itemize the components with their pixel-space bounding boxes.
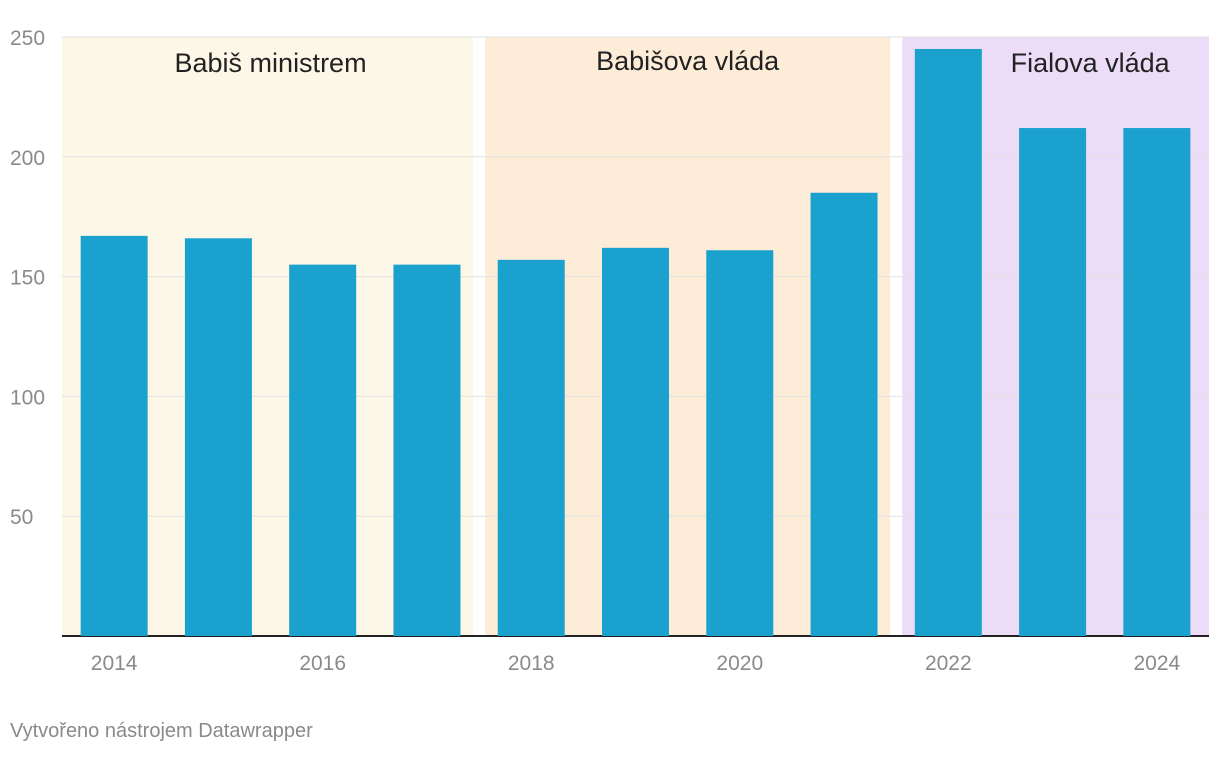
bar-2015 [184, 238, 252, 637]
labels: 50 100 150 200 250 2014 2016 2018 2020 2022 2024 Ba… [10, 27, 1181, 675]
bar-2024 [1123, 128, 1191, 636]
x-tick-label: 2014 [91, 652, 138, 675]
region-label-2: Fialova vláda [1011, 48, 1171, 78]
bar-2018 [497, 259, 565, 636]
bar-2017 [393, 264, 461, 636]
credit-text: Vytvořeno nástrojem Datawrapper [10, 720, 313, 742]
x-tick-label: 2022 [925, 652, 972, 675]
y-tick-label: 150 [10, 267, 45, 290]
bar-chart: 50 100 150 200 250 2014 2016 2018 2020 2022 2024 Ba… [10, 27, 1209, 675]
bar-2023 [1019, 128, 1087, 636]
x-tick-label: 2016 [299, 652, 346, 675]
bars [80, 48, 1191, 637]
y-tick-label: 250 [10, 27, 45, 50]
bar-2022 [914, 48, 982, 637]
bar-2020 [706, 250, 774, 636]
region-label-0: Babiš ministrem [175, 48, 367, 78]
bar-2019 [602, 247, 669, 636]
bar-2021 [810, 192, 878, 637]
gridlines [62, 36, 1209, 637]
x-tick-label: 2018 [508, 652, 555, 675]
x-tick-label: 2020 [716, 652, 763, 675]
region-label-1: Babišova vláda [596, 46, 780, 76]
x-tick-label: 2024 [1134, 652, 1181, 675]
bar-2016 [289, 264, 357, 636]
bar-2014 [80, 235, 148, 637]
y-tick-label: 200 [10, 147, 45, 170]
y-tick-label: 50 [10, 506, 33, 529]
y-tick-label: 100 [10, 386, 45, 409]
